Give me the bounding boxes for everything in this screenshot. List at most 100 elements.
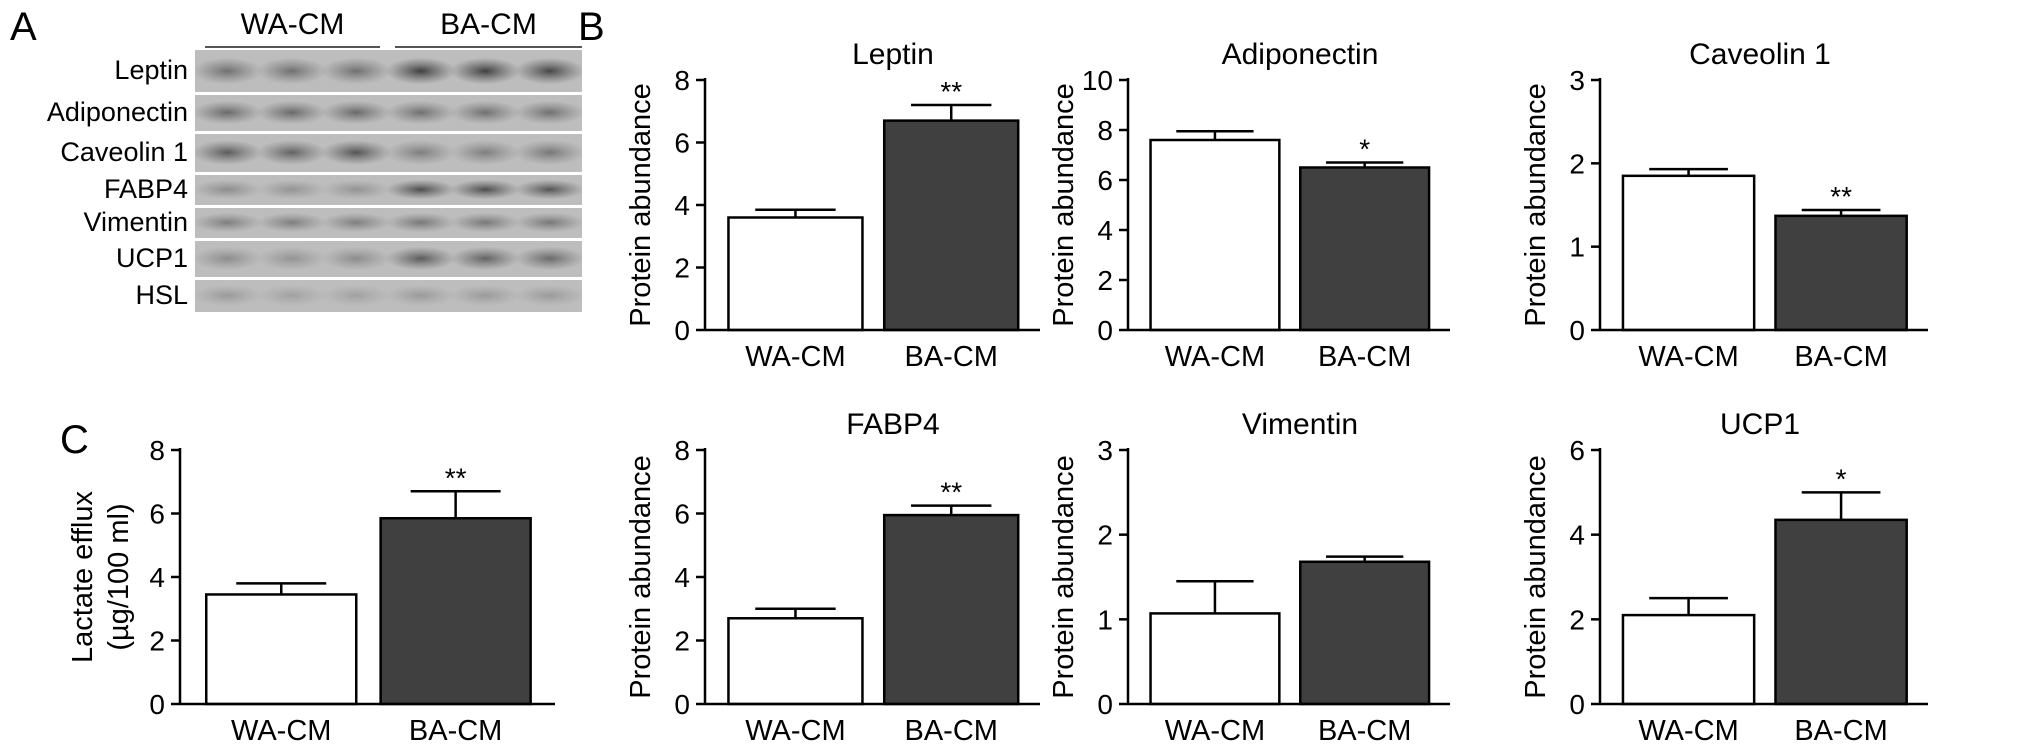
blot-band [320,212,392,233]
x-tick-label: BA-CM [1318,715,1411,747]
blot-band [195,57,263,85]
blot-band [256,212,328,233]
bar-wa-cm [1149,138,1281,332]
chart-title: FABP4 [846,408,939,441]
blot-band [385,140,457,165]
bar-ba-cm [882,119,1020,332]
blot-band [449,140,521,165]
chart-title: Leptin [852,38,934,71]
blot-band [514,179,582,200]
y-tick-label: 4 [674,190,690,221]
x-tick-label: WA-CM [1638,715,1738,747]
blot-band [195,100,263,125]
bar-wa-cm [1621,174,1756,332]
blot-band [320,57,392,85]
blot-row-label: FABP4 [103,173,188,204]
y-tick-label: 2 [674,626,690,657]
blot-band [256,246,328,271]
blot-group-label: BA-CM [440,8,537,41]
bar-wa-cm [205,593,358,706]
blot-row-label: UCP1 [115,242,188,273]
blot-band [449,57,521,85]
y-tick-label: 2 [1097,520,1113,551]
y-axis-label: Protein abundance [1520,83,1552,326]
x-tick-label: BA-CM [904,715,997,747]
significance-marker: ** [445,462,467,493]
y-tick-label: 8 [1097,115,1113,146]
blot-separator [195,131,582,134]
bar-wa-cm [727,617,864,706]
blot-band [256,57,328,85]
y-tick-label: 2 [149,626,165,657]
blot-band [320,246,392,271]
bar-wa-cm [1149,612,1281,706]
blot-band [320,179,392,200]
y-tick-label: 6 [1569,435,1585,466]
y-tick-label: 4 [674,562,690,593]
blot-separator [195,92,582,95]
bar-ba-cm [882,513,1020,706]
y-tick-label: 0 [1569,315,1585,346]
x-tick-label: WA-CM [1165,715,1265,747]
bar-wa-cm [727,216,864,332]
blot-row-label: Vimentin [83,206,188,237]
blot-band [385,179,457,200]
y-tick-label: 6 [149,499,165,530]
y-tick-label: 8 [674,435,690,466]
y-tick-label: 0 [149,689,165,720]
blot-band [449,284,521,307]
blot-separator [195,238,582,241]
y-axis-label: Protein abundance [1520,455,1552,698]
x-tick-label: WA-CM [745,715,845,747]
x-tick-label: WA-CM [1638,341,1738,373]
bar-ba-cm [1774,214,1908,332]
bar-ba-cm [1774,518,1908,706]
y-tick-label: 0 [1097,689,1113,720]
x-tick-label: WA-CM [1165,341,1265,373]
chart-title: Adiponectin [1222,38,1379,71]
blot-band [320,100,392,125]
y-axis-label: Protein abundance [1048,83,1080,326]
x-tick-label: BA-CM [904,341,997,373]
blot-band [256,179,328,200]
blot-band [385,246,457,271]
y-tick-label: 0 [674,315,690,346]
blot-band [514,246,582,271]
chart-title: Vimentin [1242,408,1358,441]
y-tick-label: 2 [1097,265,1113,296]
x-tick-label: BA-CM [1794,715,1887,747]
blot-group-label: WA-CM [240,8,345,41]
significance-marker: ** [1830,181,1852,212]
significance-marker: ** [940,76,962,107]
y-axis-label: Protein abundance [625,455,657,698]
y-tick-label: 2 [674,253,690,284]
blot-band [320,284,392,307]
blot-separator [195,172,582,175]
bar-ba-cm [1299,166,1431,332]
y-tick-label: 6 [674,499,690,530]
blot-group-underline [205,46,380,48]
blot-band [256,284,328,307]
y-tick-label: 6 [1097,165,1113,196]
y-tick-label: 4 [1097,215,1113,246]
blot-separator [195,205,582,208]
blot-band [514,212,582,233]
y-tick-label: 1 [1097,604,1113,635]
blot-band [195,284,263,307]
blot-row-label: Adiponectin [46,96,188,127]
blot-band [320,140,392,165]
significance-marker: * [1359,134,1370,165]
y-tick-label: 2 [1569,604,1585,635]
blot-band [514,140,582,165]
chart-title: Caveolin 1 [1689,38,1831,71]
blot-band [449,179,521,200]
y-tick-label: 0 [1569,689,1585,720]
blot-row-label: HSL [135,279,188,310]
blot-band [449,100,521,125]
blot-row-label: Leptin [114,55,188,85]
y-axis-label: Lactate efflux [67,491,99,663]
blot-group-underline [395,46,582,48]
panel-label-a: A [10,5,37,49]
x-tick-label: BA-CM [1318,341,1411,373]
